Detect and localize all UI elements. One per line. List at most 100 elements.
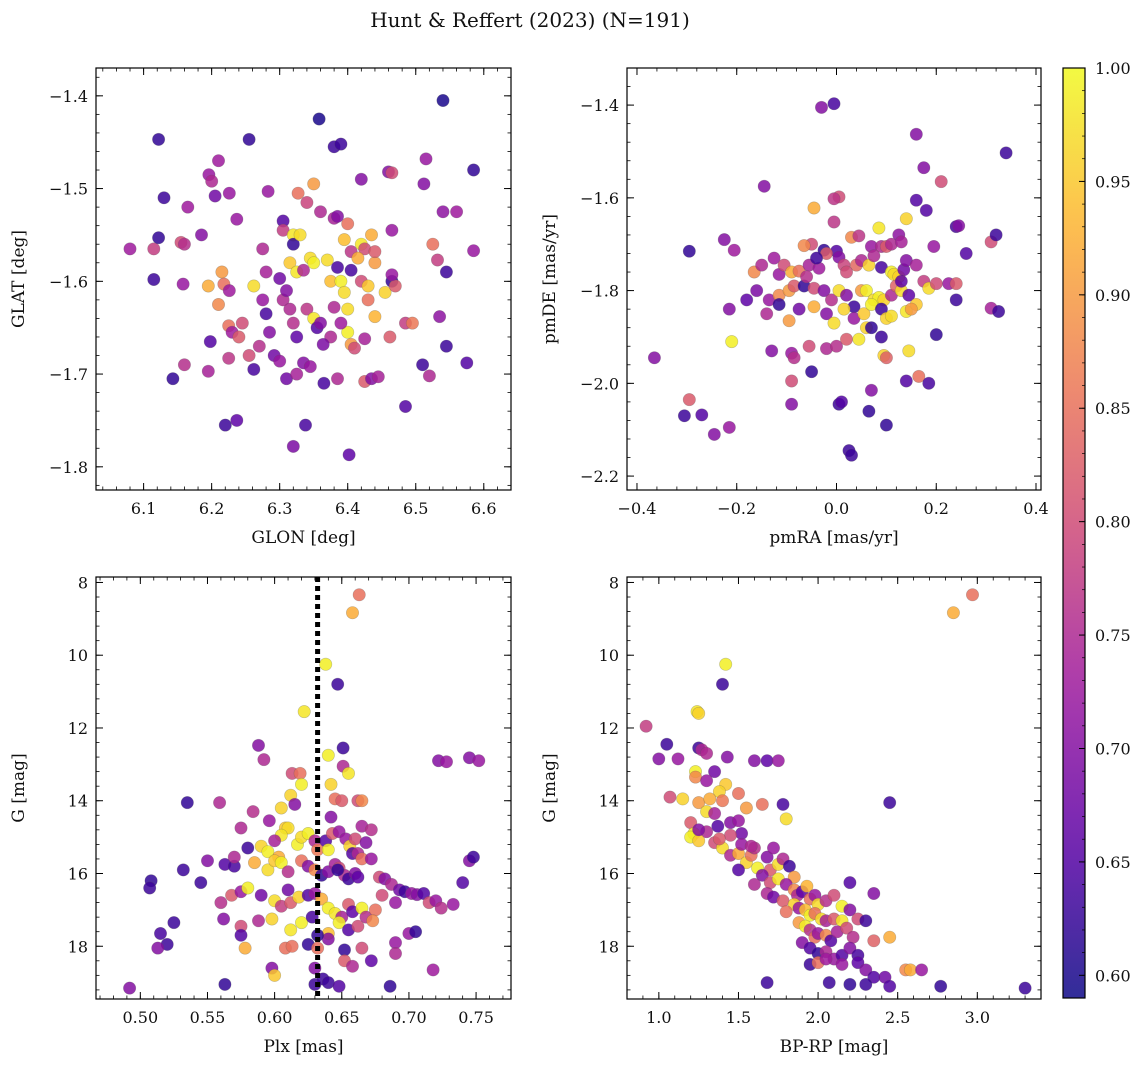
data-point <box>755 868 769 882</box>
data-point <box>835 957 849 971</box>
data-point <box>256 293 270 307</box>
data-point <box>364 852 378 866</box>
figure-title: Hunt & Reffert (2023) (N=191) <box>370 8 690 32</box>
data-point <box>341 302 355 316</box>
data-point <box>430 253 444 267</box>
data-point <box>779 812 793 826</box>
data-point <box>317 376 331 390</box>
data-point <box>700 774 714 788</box>
data-point <box>364 228 378 242</box>
data-point <box>989 228 1003 242</box>
data-point <box>740 293 754 307</box>
data-point <box>719 657 733 671</box>
data-point <box>819 307 833 321</box>
y-tick-label: −1.8 <box>580 282 619 301</box>
data-point <box>123 981 137 995</box>
data-point <box>205 174 219 188</box>
data-point <box>218 977 232 991</box>
data-point <box>852 229 866 243</box>
data-point <box>744 839 758 853</box>
data-point <box>241 881 255 895</box>
y-tick-label: −1.8 <box>49 458 88 477</box>
data-point <box>215 265 229 279</box>
x-tick-label: 0.2 <box>924 499 949 518</box>
data-point <box>331 863 345 877</box>
data-point <box>707 427 721 441</box>
data-point <box>800 879 814 893</box>
data-point <box>294 777 308 791</box>
scatter-points <box>123 94 481 462</box>
y-tick-label: 12 <box>599 719 619 738</box>
data-point <box>319 657 333 671</box>
data-point <box>330 209 344 223</box>
data-point <box>839 265 853 279</box>
data-point <box>123 242 137 256</box>
data-point <box>708 806 722 820</box>
data-point <box>772 297 786 311</box>
data-point <box>426 963 440 977</box>
subplots: 6.1 6.2 6.3 6.4 6.5 6.6 −1.4 −1.5 −1.6 −1.7 −1.8 GL… <box>9 67 1049 1057</box>
data-point <box>917 161 931 175</box>
data-point <box>354 172 368 186</box>
data-point <box>378 285 392 299</box>
data-point <box>334 274 348 288</box>
data-point <box>446 897 460 911</box>
data-point <box>157 191 171 205</box>
data-point <box>894 235 908 249</box>
data-point <box>222 284 236 298</box>
data-point <box>671 752 685 766</box>
data-point <box>286 237 300 251</box>
data-point <box>259 307 273 321</box>
y-tick-label: −1.6 <box>49 272 88 291</box>
data-point <box>899 374 913 388</box>
data-point <box>154 926 168 940</box>
data-point <box>433 310 447 324</box>
data-point <box>785 397 799 411</box>
y-axis-label: G [mag] <box>9 753 29 822</box>
data-point <box>201 854 215 868</box>
x-tick-label: 1.5 <box>726 1008 751 1027</box>
data-point <box>388 279 402 293</box>
data-point <box>361 279 375 293</box>
data-point <box>682 244 696 258</box>
data-point <box>715 677 729 691</box>
data-point <box>151 941 165 955</box>
data-point <box>375 888 389 902</box>
data-point <box>262 814 276 828</box>
scatter-points <box>123 588 486 995</box>
x-axis-label: Plx [mas] <box>263 1037 343 1057</box>
data-point <box>867 934 881 948</box>
data-point <box>735 826 749 840</box>
data-point <box>351 919 365 933</box>
data-point <box>321 748 335 762</box>
data-point <box>230 212 244 226</box>
data-point <box>851 956 865 970</box>
data-point <box>383 979 397 993</box>
x-tick-label: 6.1 <box>131 499 156 518</box>
axes-frame <box>95 67 512 491</box>
data-point <box>859 284 873 298</box>
data-point <box>929 328 943 342</box>
data-point <box>723 828 737 842</box>
data-point <box>214 896 228 910</box>
data-point <box>840 921 854 935</box>
data-point <box>256 242 270 256</box>
data-point <box>201 364 215 378</box>
data-point <box>176 863 190 877</box>
data-point <box>779 905 793 919</box>
data-point <box>298 418 312 432</box>
data-point <box>859 977 873 991</box>
data-point <box>902 344 916 358</box>
data-point <box>874 330 888 344</box>
data-point <box>692 706 706 720</box>
data-point <box>766 841 780 855</box>
data-point <box>792 302 806 316</box>
data-point <box>859 963 873 977</box>
data-point <box>345 606 359 620</box>
data-point <box>324 810 338 824</box>
data-point <box>293 228 307 242</box>
data-point <box>368 245 382 259</box>
data-point <box>992 304 1006 318</box>
data-point <box>265 912 279 926</box>
data-point <box>949 293 963 307</box>
